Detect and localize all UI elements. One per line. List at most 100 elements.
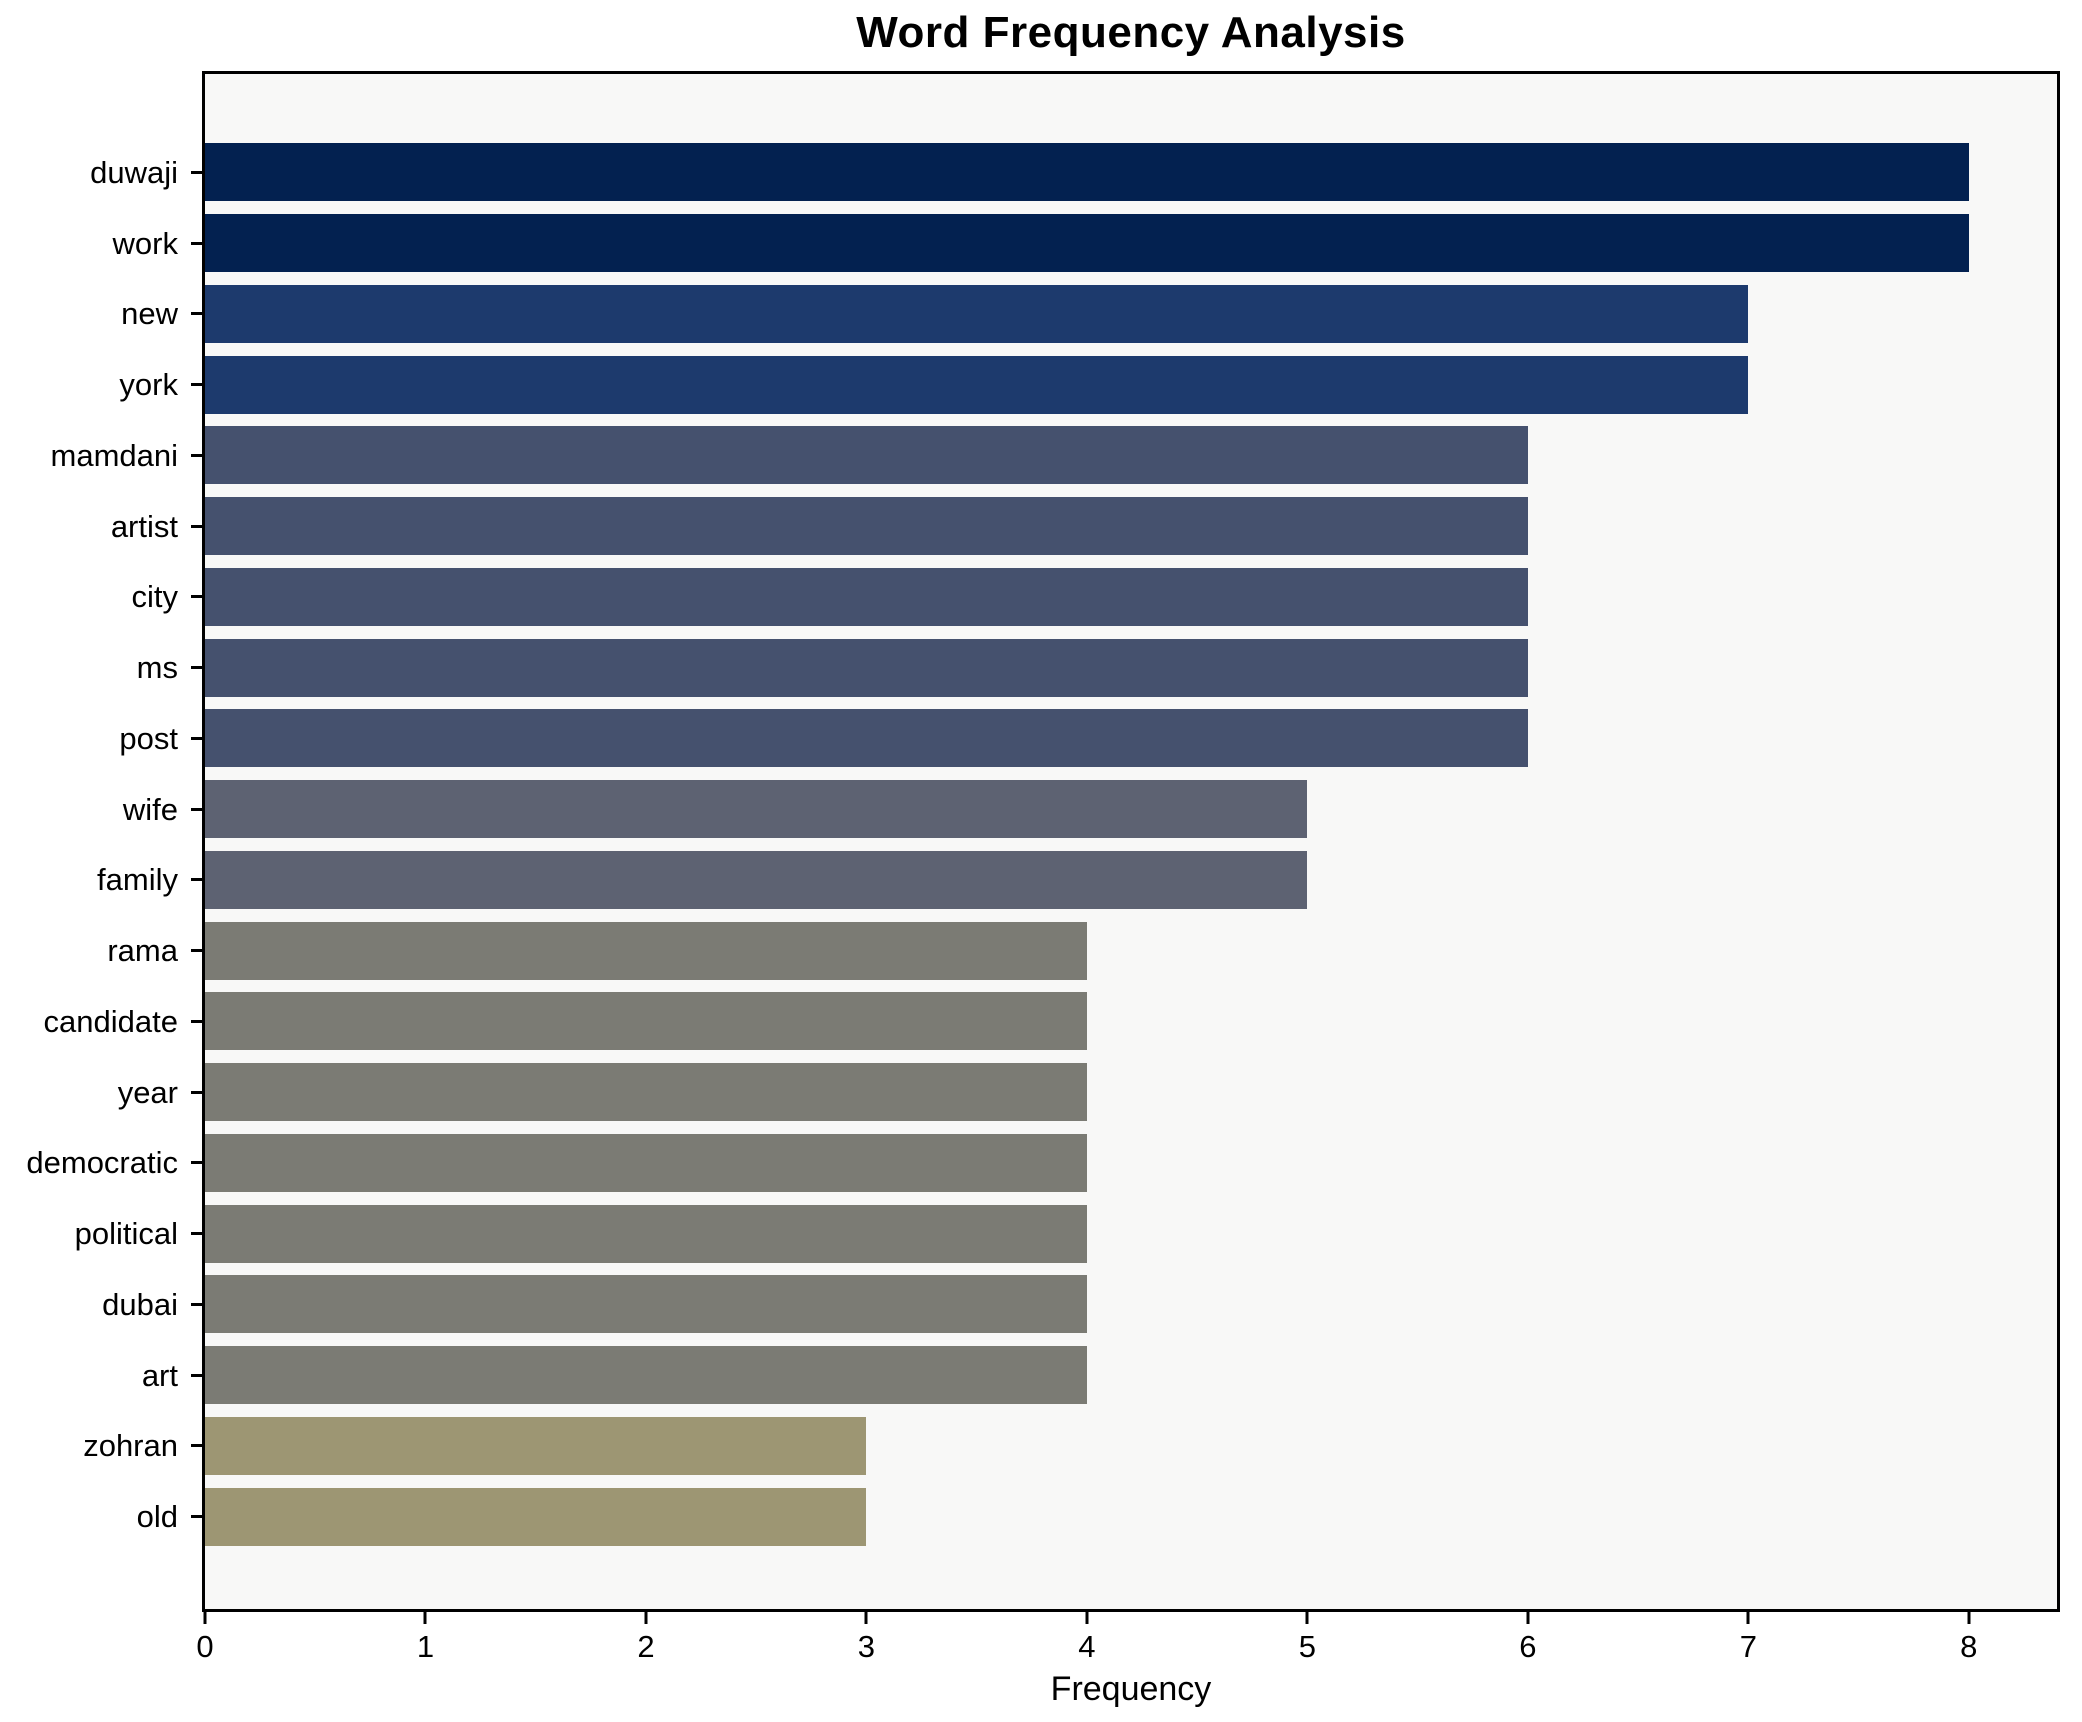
plot-area: duwaji work new york mamdani artist city ms post…: [26, 71, 2060, 1662]
y-tick-mark: [191, 312, 202, 316]
x-tick-mark: [423, 1612, 427, 1624]
bar-year: [205, 1063, 1087, 1122]
x-tick-label-7: 7: [1739, 1629, 1757, 1664]
bar-art: [205, 1346, 1087, 1405]
bar-city: [205, 567, 1528, 626]
bar-row: old: [137, 1481, 2057, 1552]
bar-york: [205, 355, 1749, 414]
bar-row: york: [119, 349, 2057, 420]
y-tick-label-rama: rama: [107, 933, 178, 969]
bar-row: work: [113, 208, 2057, 279]
x-tick-mark: [644, 1612, 648, 1624]
x-tick-label-5: 5: [1298, 1629, 1316, 1664]
bar-row: city: [132, 562, 2057, 633]
y-tick-mark: [191, 241, 202, 245]
bar-new: [205, 284, 1749, 343]
bar-zohran: [205, 1416, 867, 1475]
y-tick-label-city: city: [131, 579, 179, 615]
bar-old: [205, 1487, 867, 1546]
bar-work: [205, 214, 1969, 273]
y-tick-mark: [191, 383, 202, 387]
x-tick-mark: [1305, 1612, 1309, 1624]
y-tick-label-wife: wife: [122, 791, 178, 827]
y-tick-label-democratic: democratic: [26, 1145, 178, 1181]
x-tick-mark: [864, 1612, 868, 1624]
y-tick-label-candidate: candidate: [43, 1003, 178, 1039]
bar-row: art: [142, 1340, 2057, 1411]
y-tick-mark: [191, 736, 202, 740]
bar-row: rama: [107, 915, 2057, 986]
y-tick-mark: [191, 807, 202, 811]
bar-row: candidate: [44, 986, 2057, 1057]
x-tick-mark: [1967, 1612, 1971, 1624]
bar-row: political: [75, 1198, 2057, 1269]
y-tick-mark: [191, 666, 202, 670]
y-tick-label-york: york: [119, 367, 178, 403]
y-tick-mark: [191, 1232, 202, 1236]
y-tick-label-year: year: [117, 1074, 178, 1110]
y-tick-label-family: family: [97, 862, 178, 898]
bar-rama: [205, 921, 1087, 980]
x-tick-label-0: 0: [196, 1629, 214, 1664]
y-tick-label-art: art: [141, 1357, 178, 1393]
x-tick-label-6: 6: [1519, 1629, 1537, 1664]
bar-row: wife: [123, 774, 2057, 845]
y-tick-label-work: work: [112, 225, 178, 261]
bar-democratic: [205, 1133, 1087, 1192]
bar-artist: [205, 497, 1528, 556]
y-tick-mark: [191, 1302, 202, 1306]
bar-candidate: [205, 992, 1087, 1051]
x-tick-label-1: 1: [416, 1629, 435, 1664]
bar-row: family: [97, 845, 2057, 916]
bar-mamdani: [205, 426, 1528, 485]
y-tick-mark: [191, 595, 202, 599]
bar-row: zohran: [83, 1411, 2057, 1482]
y-tick-label-zohran: zohran: [83, 1428, 178, 1464]
y-tick-label-dubai: dubai: [102, 1286, 178, 1322]
y-tick-mark: [191, 453, 202, 457]
bar-row: ms: [137, 632, 2057, 703]
x-tick-label-2: 2: [637, 1629, 655, 1664]
y-tick-label-mamdani: mamdani: [50, 437, 179, 473]
bar-family: [205, 850, 1308, 909]
x-tick-mark: [1746, 1612, 1750, 1624]
bar-row: duwaji: [90, 137, 2057, 208]
y-tick-mark: [191, 1019, 202, 1023]
bar-row: democratic: [26, 1128, 2057, 1199]
x-tick-mark: [1085, 1612, 1089, 1624]
bar-ms: [205, 638, 1528, 697]
x-tick-label-8: 8: [1960, 1629, 1978, 1664]
y-tick-mark: [191, 878, 202, 882]
bar-wife: [205, 780, 1308, 839]
x-tick-label-3: 3: [857, 1629, 876, 1664]
bar-row: dubai: [102, 1269, 2057, 1340]
y-tick-label-duwaji: duwaji: [90, 154, 178, 190]
y-tick-label-new: new: [121, 296, 178, 332]
y-tick-label-ms: ms: [136, 650, 178, 686]
bar-row: mamdani: [51, 420, 2057, 491]
y-tick-mark: [191, 1515, 202, 1519]
y-tick-label-old: old: [136, 1499, 178, 1535]
bar-row: post: [119, 703, 2057, 774]
chart-title: Word Frequency Analysis: [856, 8, 1406, 57]
y-tick-mark: [191, 1090, 202, 1094]
bar-row: year: [118, 1057, 2057, 1128]
bar-post: [205, 709, 1528, 768]
y-tick-label-artist: artist: [110, 508, 178, 544]
bar-row: new: [121, 279, 2057, 350]
x-tick-mark: [1526, 1612, 1530, 1624]
y-tick-mark: [191, 1373, 202, 1377]
x-tick-label-4: 4: [1078, 1629, 1096, 1664]
y-tick-mark: [191, 1444, 202, 1448]
y-tick-label-post: post: [119, 720, 178, 756]
y-tick-mark: [191, 170, 202, 174]
bars-container: duwaji work new york mamdani artist city ms post…: [26, 74, 2057, 1609]
bar-political: [205, 1204, 1087, 1263]
x-axis-label: Frequency: [1050, 1670, 1212, 1708]
y-tick-mark: [191, 1161, 202, 1165]
y-tick-mark: [191, 949, 202, 953]
bar-duwaji: [205, 143, 1969, 202]
y-tick-mark: [191, 524, 202, 528]
x-tick-mark: [203, 1612, 207, 1624]
